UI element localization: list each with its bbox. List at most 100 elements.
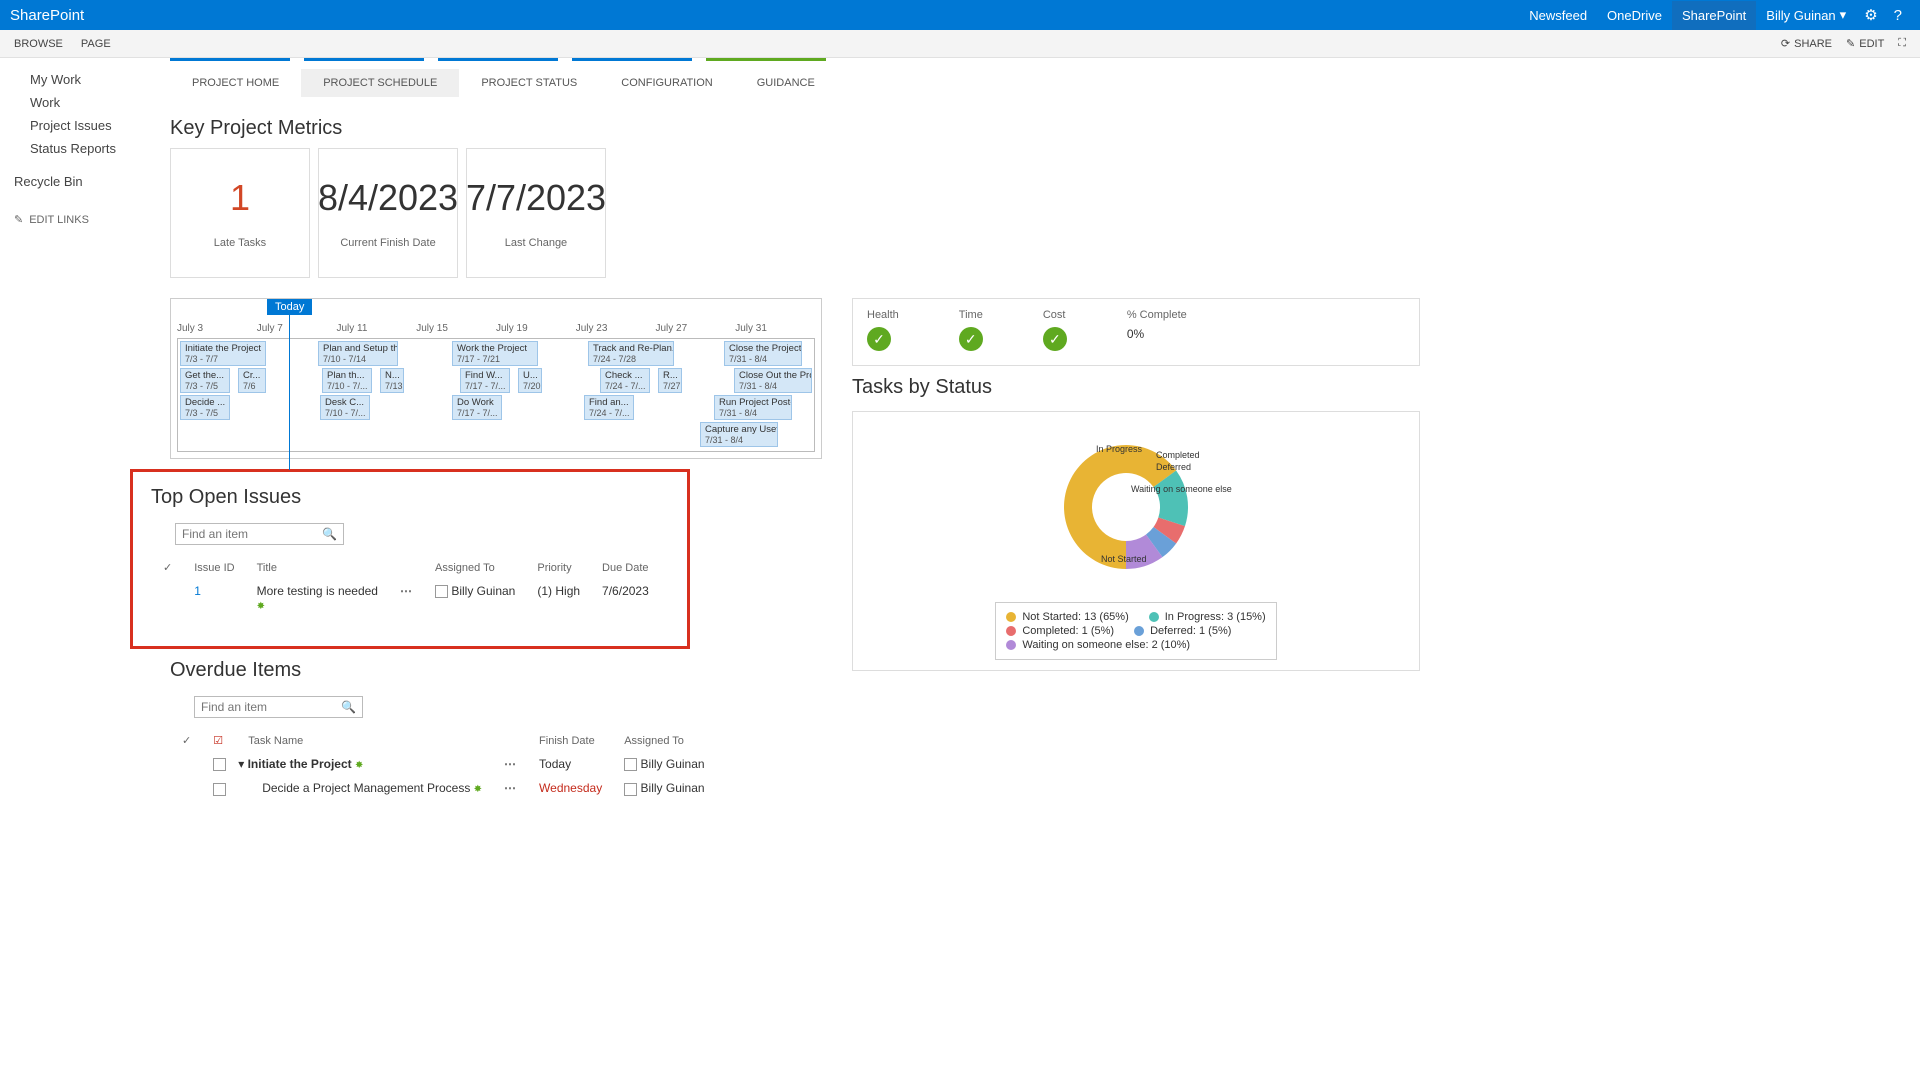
suite-link-sharepoint[interactable]: SharePoint (1672, 1, 1756, 30)
timeline-task[interactable]: R...7/27 (658, 368, 682, 393)
status-item: % Complete0% (1127, 309, 1187, 351)
timeline-task[interactable]: Desk C...7/10 - 7/... (320, 395, 370, 420)
status-item: Health✓ (867, 309, 899, 351)
share-button[interactable]: ⟳ SHARE (1781, 37, 1832, 50)
overdue-table: ✓☑Task NameFinish DateAssigned To ▾ Init… (170, 728, 717, 802)
legend-item: In Progress: 3 (15%) (1149, 611, 1266, 623)
timeline-header-cell: July 31 (735, 323, 815, 334)
checklist-icon: ☑ (213, 735, 223, 747)
checkbox-icon[interactable] (624, 758, 637, 771)
nav-my-work[interactable]: My Work (14, 68, 160, 91)
timeline-task[interactable]: Find W...7/17 - 7/... (460, 368, 510, 393)
ribbon-tab-page[interactable]: PAGE (81, 38, 111, 50)
timeline-task[interactable]: Do Work7/17 - 7/... (452, 395, 502, 420)
donut-label: Deferred (1156, 462, 1191, 472)
checkbox-icon[interactable] (435, 585, 448, 598)
status-item: Time✓ (959, 309, 983, 351)
issues-search: 🔍 (175, 523, 344, 545)
nav-recycle-bin[interactable]: Recycle Bin (14, 170, 160, 193)
checkbox-icon[interactable] (624, 783, 637, 796)
timeline-header-cell: July 19 (496, 323, 576, 334)
timeline-header-cell: July 15 (416, 323, 496, 334)
task-name: Decide a Project Management Process ✸ (238, 777, 492, 799)
overdue-title: Overdue Items (170, 659, 822, 682)
timeline-task[interactable]: Capture any Usef...7/31 - 8/4 (700, 422, 778, 447)
metric-card: 1Late Tasks (170, 148, 310, 278)
gear-icon[interactable]: ⚙ (1856, 6, 1885, 24)
row-checkbox[interactable] (213, 783, 226, 796)
donut-label: Waiting on someone else (1131, 484, 1232, 494)
tab-configuration[interactable]: CONFIGURATION (599, 69, 734, 97)
issues-table: ✓Issue IDTitleAssigned ToPriorityDue Dat… (151, 555, 661, 618)
new-icon: ✸ (355, 760, 363, 771)
tab-guidance[interactable]: GUIDANCE (735, 69, 837, 97)
timeline-task[interactable]: Check ...7/24 - 7/... (600, 368, 650, 393)
timeline-task[interactable]: Run Project Post-...7/31 - 8/4 (714, 395, 792, 420)
task-name: ▾ Initiate the Project ✸ (238, 753, 492, 775)
edit-button[interactable]: ✎ EDIT (1846, 37, 1884, 50)
issue-assigned: Billy Guinan (425, 580, 525, 616)
expand-icon[interactable]: ▾ (238, 757, 244, 771)
overdue-search: 🔍 (194, 696, 363, 718)
tab-project-status[interactable]: PROJECT STATUS (459, 69, 599, 97)
metric-value: 7/7/2023 (466, 177, 606, 219)
row-checkbox[interactable] (213, 758, 226, 771)
metric-card: 7/7/2023Last Change (466, 148, 606, 278)
check-icon: ✓ (1043, 327, 1067, 351)
timeline-task[interactable]: Plan th...7/10 - 7/... (322, 368, 372, 393)
row-menu-icon[interactable]: ⋯ (504, 757, 517, 771)
tasks-by-status-title: Tasks by Status (852, 376, 1420, 399)
edit-links[interactable]: ✎ EDIT LINKS (14, 213, 160, 226)
donut-label: Completed (1156, 450, 1200, 460)
overdue-search-input[interactable] (195, 697, 335, 717)
search-icon[interactable]: 🔍 (335, 700, 362, 714)
timeline-task[interactable]: Initiate the Project7/3 - 7/7 (180, 341, 266, 366)
ribbon: BROWSE PAGE ⟳ SHARE ✎ EDIT ⛶ (0, 30, 1920, 58)
timeline-task[interactable]: Track and Re-Plan...7/24 - 7/28 (588, 341, 674, 366)
timeline-task[interactable]: Close the Project7/31 - 8/4 (724, 341, 802, 366)
issue-title: More testing is needed✸ (247, 580, 388, 616)
chevron-down-icon: ▾ (1840, 7, 1847, 23)
timeline-task[interactable]: Plan and Setup th...7/10 - 7/14 (318, 341, 398, 366)
timeline-task[interactable]: Find an...7/24 - 7/... (584, 395, 634, 420)
tab-project-home[interactable]: PROJECT HOME (170, 69, 301, 97)
row-menu-icon[interactable]: ⋯ (400, 584, 413, 598)
nav-status-reports[interactable]: Status Reports (14, 137, 160, 160)
status-item: Cost✓ (1043, 309, 1067, 351)
suite-link-onedrive[interactable]: OneDrive (1597, 8, 1672, 23)
user-menu[interactable]: Billy Guinan ▾ (1756, 7, 1856, 23)
finish-date: Today (529, 753, 612, 775)
timeline-header-cell: July 23 (576, 323, 656, 334)
timeline-task[interactable]: Cr...7/6 (238, 368, 266, 393)
overdue-row[interactable]: Decide a Project Management Process ✸ ⋯ … (172, 777, 715, 799)
ribbon-tab-browse[interactable]: BROWSE (14, 38, 63, 50)
issue-id[interactable]: 1 (184, 580, 244, 616)
assigned-to: Billy Guinan (614, 753, 714, 775)
timeline-task[interactable]: N...7/13 (380, 368, 404, 393)
top-issues-title: Top Open Issues (151, 486, 669, 509)
timeline-header-cell: July 27 (656, 323, 736, 334)
search-icon[interactable]: 🔍 (316, 527, 343, 541)
issue-row[interactable]: 1 More testing is needed✸ ⋯ Billy Guinan… (153, 580, 659, 616)
timeline-task[interactable]: Get the...7/3 - 7/5 (180, 368, 230, 393)
timeline-task[interactable]: U...7/20 (518, 368, 542, 393)
donut-box: In ProgressCompletedDeferredWaiting on s… (852, 411, 1420, 671)
new-icon: ✸ (257, 601, 265, 612)
status-box: Health✓ Time✓ Cost✓ % Complete0% (852, 298, 1420, 366)
row-menu-icon[interactable]: ⋯ (504, 781, 517, 795)
nav-project-issues[interactable]: Project Issues (14, 114, 160, 137)
focus-icon[interactable]: ⛶ (1898, 37, 1906, 50)
legend-item: Not Started: 13 (65%) (1006, 611, 1128, 623)
timeline-task[interactable]: Work the Project7/17 - 7/21 (452, 341, 538, 366)
suite-link-newsfeed[interactable]: Newsfeed (1519, 8, 1597, 23)
nav-work[interactable]: Work (14, 91, 160, 114)
tab-project-schedule[interactable]: PROJECT SCHEDULE (301, 69, 459, 97)
overdue-row[interactable]: ▾ Initiate the Project ✸ ⋯ Today Billy G… (172, 753, 715, 775)
top-color-bars (170, 58, 1420, 61)
timeline-task[interactable]: Close Out the Proj...7/31 - 8/4 (734, 368, 812, 393)
issues-search-input[interactable] (176, 524, 316, 544)
metric-value: 1 (230, 177, 250, 219)
help-icon[interactable]: ? (1886, 7, 1910, 24)
issue-priority: (1) High (527, 580, 590, 616)
timeline-task[interactable]: Decide ...7/3 - 7/5 (180, 395, 230, 420)
